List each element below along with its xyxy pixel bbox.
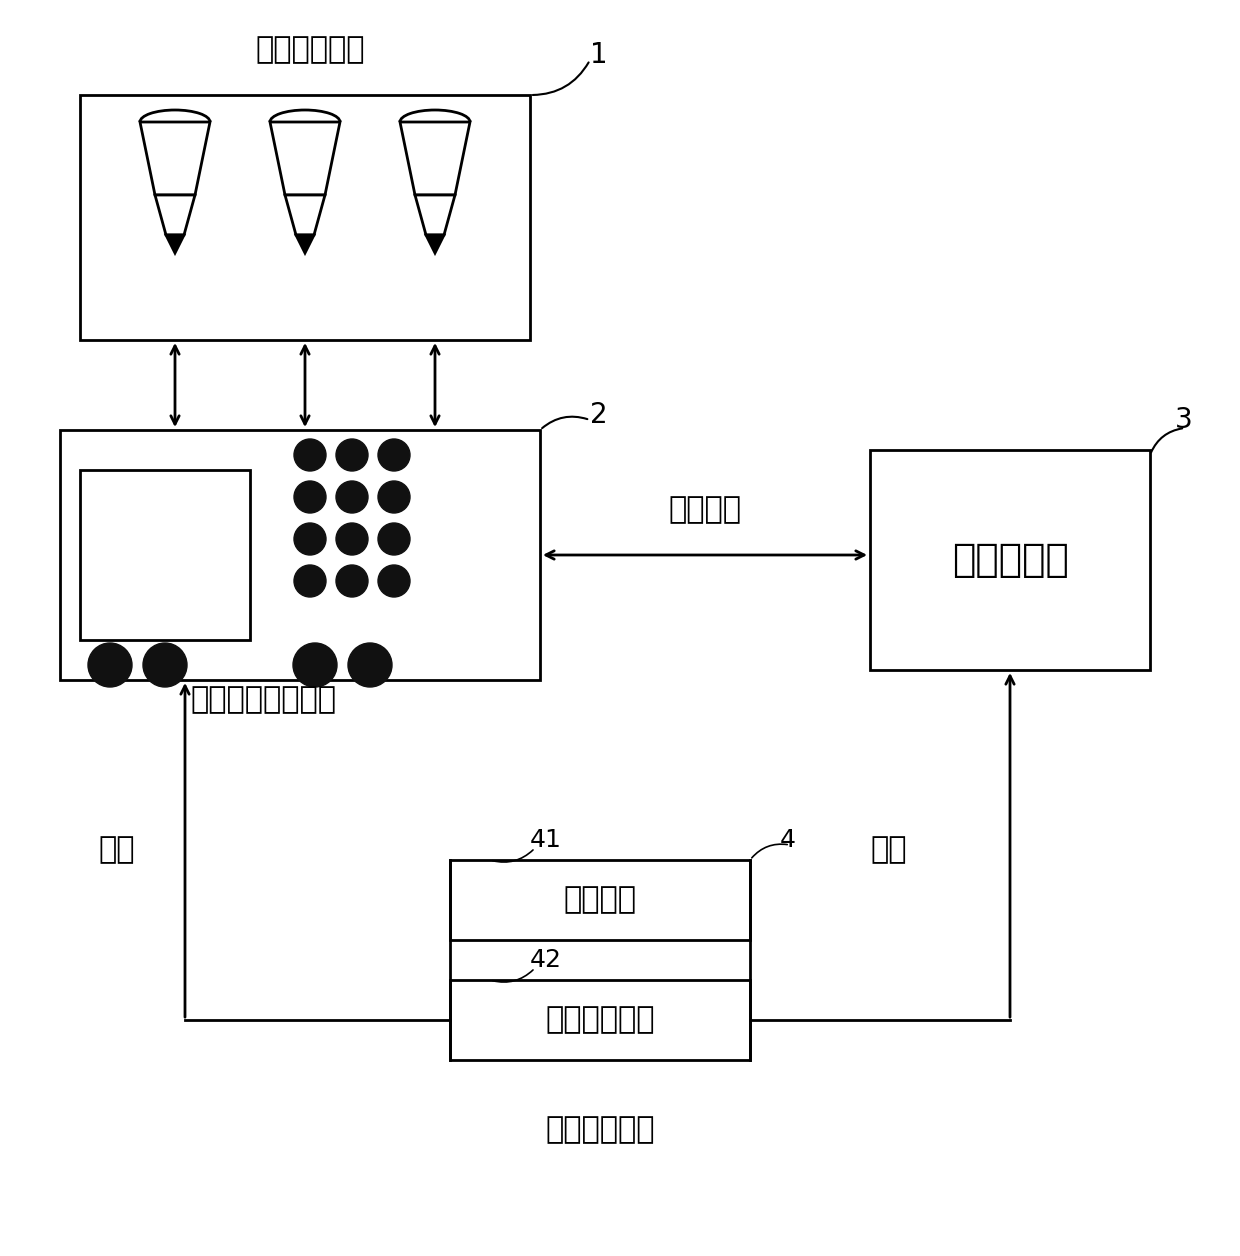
PathPatch shape xyxy=(285,195,325,235)
Circle shape xyxy=(336,481,368,512)
Bar xyxy=(450,860,750,939)
Circle shape xyxy=(378,481,410,512)
Circle shape xyxy=(378,440,410,471)
Text: 4: 4 xyxy=(780,828,796,852)
Text: 供电: 供电 xyxy=(98,835,135,864)
Bar xyxy=(450,980,750,1060)
Bar xyxy=(60,430,539,679)
Text: 信号与频谱分析仪: 信号与频谱分析仪 xyxy=(190,686,336,715)
Text: 供电: 供电 xyxy=(870,835,906,864)
Circle shape xyxy=(336,565,368,597)
Text: 1: 1 xyxy=(590,41,608,69)
Text: 蓄电池逆变器: 蓄电池逆变器 xyxy=(546,1006,655,1035)
Circle shape xyxy=(294,522,326,555)
Text: 42: 42 xyxy=(529,948,562,972)
Circle shape xyxy=(143,643,187,687)
Bar xyxy=(81,95,529,340)
Circle shape xyxy=(378,522,410,555)
Circle shape xyxy=(348,643,392,687)
PathPatch shape xyxy=(140,122,210,195)
Circle shape xyxy=(294,440,326,471)
Circle shape xyxy=(294,565,326,597)
PathPatch shape xyxy=(415,195,455,235)
PathPatch shape xyxy=(401,122,470,195)
Bar xyxy=(870,450,1149,669)
PathPatch shape xyxy=(270,122,340,195)
Text: 程序控制: 程序控制 xyxy=(668,496,742,525)
Text: 机上供电系统: 机上供电系统 xyxy=(546,1115,655,1144)
PathPatch shape xyxy=(166,235,184,252)
Text: 2: 2 xyxy=(590,401,608,430)
Text: 41: 41 xyxy=(529,828,562,852)
Circle shape xyxy=(378,565,410,597)
PathPatch shape xyxy=(296,235,314,252)
Circle shape xyxy=(294,481,326,512)
Circle shape xyxy=(336,440,368,471)
Text: 小型接收天线: 小型接收天线 xyxy=(255,35,365,64)
Circle shape xyxy=(293,643,337,687)
Text: 3: 3 xyxy=(1176,406,1193,435)
PathPatch shape xyxy=(155,195,195,235)
Bar xyxy=(81,470,250,641)
Text: 控制计算机: 控制计算机 xyxy=(951,541,1069,579)
Circle shape xyxy=(336,522,368,555)
PathPatch shape xyxy=(427,235,444,252)
Circle shape xyxy=(88,643,131,687)
Text: 机上电源: 机上电源 xyxy=(563,885,636,914)
